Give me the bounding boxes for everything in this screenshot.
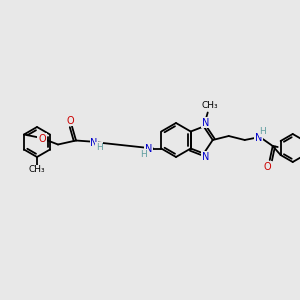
Text: CH₃: CH₃ (201, 101, 218, 110)
Text: N: N (255, 133, 262, 143)
Text: N: N (145, 143, 152, 154)
Text: H: H (140, 150, 147, 159)
Text: H: H (96, 143, 102, 152)
Text: H: H (259, 128, 266, 136)
Text: CH₃: CH₃ (29, 166, 45, 175)
Text: N: N (202, 118, 209, 128)
Text: O: O (38, 134, 46, 143)
Text: N: N (202, 152, 209, 161)
Text: O: O (66, 116, 74, 125)
Text: N: N (90, 137, 98, 148)
Text: O: O (264, 162, 272, 172)
